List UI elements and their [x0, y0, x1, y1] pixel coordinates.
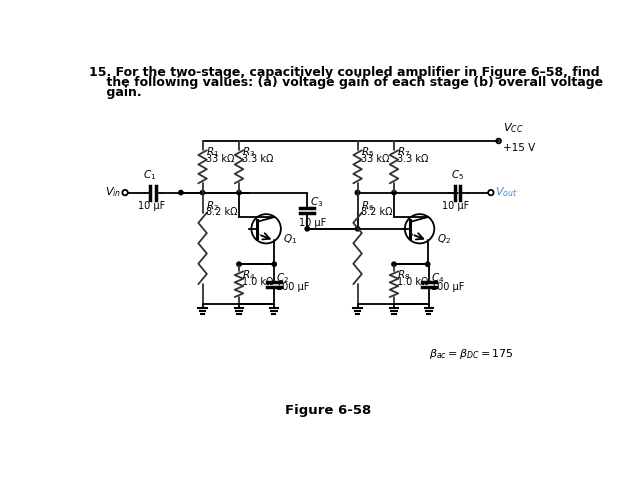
Text: 10 μF: 10 μF	[299, 218, 327, 228]
Circle shape	[355, 190, 360, 195]
Text: 15. For the two-stage, capacitively coupled amplifier in Figure 6–58, find: 15. For the two-stage, capacitively coup…	[90, 66, 600, 79]
Text: 33 kΩ: 33 kΩ	[206, 154, 234, 164]
Circle shape	[355, 227, 360, 231]
Text: gain.: gain.	[90, 86, 142, 98]
Circle shape	[355, 190, 360, 195]
Text: $V_{in}$: $V_{in}$	[105, 186, 121, 200]
Text: +15 V: +15 V	[503, 143, 535, 152]
Text: 100 μF: 100 μF	[431, 282, 465, 292]
Text: $C_5$: $C_5$	[451, 168, 464, 182]
Text: $Q_2$: $Q_2$	[437, 233, 451, 246]
Text: $C_2$: $C_2$	[276, 271, 289, 285]
Text: $C_4$: $C_4$	[431, 271, 445, 285]
Text: 10 μF: 10 μF	[442, 201, 470, 211]
Text: $V_{out}$: $V_{out}$	[495, 186, 517, 200]
Text: $R_7$: $R_7$	[397, 146, 410, 160]
Text: 8.2 kΩ: 8.2 kΩ	[361, 207, 392, 217]
Text: 3.3 kΩ: 3.3 kΩ	[242, 154, 274, 164]
Text: $R_3$: $R_3$	[242, 146, 255, 160]
Circle shape	[392, 190, 396, 195]
Text: Figure 6-58: Figure 6-58	[285, 404, 371, 417]
Circle shape	[305, 227, 310, 231]
Circle shape	[237, 190, 241, 195]
Text: $R_8$: $R_8$	[397, 268, 410, 282]
Text: $C_3$: $C_3$	[310, 195, 323, 209]
Text: $V_{CC}$: $V_{CC}$	[503, 121, 524, 135]
Text: 8.2 kΩ: 8.2 kΩ	[206, 207, 237, 217]
Text: 10 μF: 10 μF	[138, 201, 165, 211]
Text: $C_1$: $C_1$	[143, 168, 156, 182]
Text: $R_2$: $R_2$	[206, 199, 219, 213]
Text: $R_4$: $R_4$	[242, 268, 256, 282]
Text: 3.3 kΩ: 3.3 kΩ	[397, 154, 428, 164]
Circle shape	[201, 190, 204, 195]
Text: $R_6$: $R_6$	[361, 199, 374, 213]
Circle shape	[179, 190, 183, 195]
Circle shape	[272, 262, 276, 267]
Text: 1.0 kΩ: 1.0 kΩ	[397, 277, 428, 286]
Circle shape	[426, 262, 430, 267]
Text: the following values: (a) voltage gain of each stage (b) overall voltage: the following values: (a) voltage gain o…	[90, 76, 604, 89]
Circle shape	[237, 262, 241, 267]
Text: 1.0 kΩ: 1.0 kΩ	[242, 277, 274, 286]
Circle shape	[392, 262, 396, 267]
Text: 33 kΩ: 33 kΩ	[361, 154, 389, 164]
Text: 100 μF: 100 μF	[276, 282, 310, 292]
Text: $\beta_{ac} = \beta_{DC} = 175$: $\beta_{ac} = \beta_{DC} = 175$	[429, 347, 513, 361]
Text: $R_5$: $R_5$	[361, 146, 374, 160]
Text: $Q_1$: $Q_1$	[283, 233, 297, 246]
Text: $R_1$: $R_1$	[206, 146, 219, 160]
